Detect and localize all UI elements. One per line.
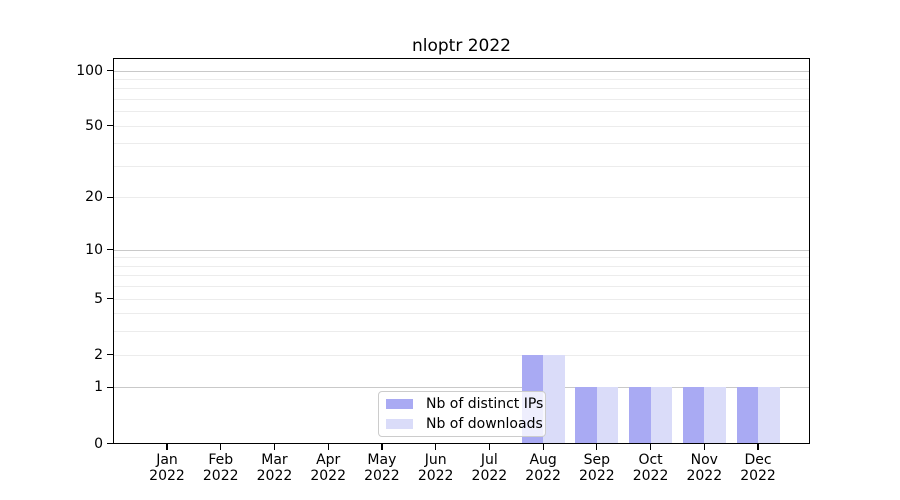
x-tick-mark [542, 443, 544, 450]
x-tick-mark [220, 443, 222, 450]
y-tick-label: 20 [85, 189, 103, 206]
y-tick-mark [107, 125, 113, 127]
y-tick-mark [107, 196, 113, 199]
y-gridline-major [113, 70, 810, 72]
x-tick-label: Jun 2022 [417, 451, 454, 484]
x-tick-mark [381, 443, 383, 450]
x-tick-mark [435, 443, 437, 450]
legend-swatch-downloads [386, 419, 413, 429]
x-tick-label: May 2022 [364, 451, 400, 484]
y-gridline-minor [113, 78, 810, 80]
y-tick-label: 5 [94, 290, 103, 307]
bar-downloads-nov [704, 387, 726, 444]
x-tick-mark [703, 443, 705, 450]
bar-distinct-ips-oct [629, 387, 651, 444]
y-tick-label: 1 [94, 379, 103, 396]
x-tick-mark [166, 443, 168, 450]
x-tick-mark [596, 443, 598, 450]
chart-title: nloptr 2022 [411, 36, 511, 56]
y-tick-mark [107, 386, 113, 389]
y-tick-mark [107, 442, 113, 445]
y-gridline-minor [113, 166, 810, 167]
legend-swatch-distinct-ips [386, 399, 413, 409]
x-tick-label: Jul 2022 [471, 451, 508, 484]
y-tick-label: 2 [94, 346, 103, 363]
x-tick-label: Sep 2022 [579, 451, 615, 484]
y-tick-mark [107, 249, 113, 251]
y-gridline-minor [113, 197, 810, 199]
legend-item-downloads: Nb of downloads [386, 416, 543, 433]
x-tick-label: Apr 2022 [310, 451, 346, 484]
y-tick-label: 100 [76, 62, 103, 79]
y-gridline-minor [113, 313, 810, 315]
x-tick-mark [273, 443, 276, 450]
x-tick-label: Nov 2022 [686, 451, 723, 484]
y-gridline-minor [113, 125, 810, 127]
legend-label-distinct-ips: Nb of distinct IPs [426, 395, 544, 412]
x-tick-label: Aug 2022 [525, 451, 561, 484]
y-tick-label: 0 [94, 435, 103, 452]
bar-distinct-ips-sep [575, 387, 597, 444]
bar-downloads-aug [543, 354, 565, 444]
x-tick-mark [757, 443, 759, 450]
x-tick-label: Oct 2022 [632, 451, 669, 484]
x-tick-mark [327, 443, 329, 450]
bar-distinct-ips-dec [736, 387, 759, 444]
y-tick-mark [107, 354, 113, 356]
y-tick-mark [107, 298, 113, 300]
x-tick-label: Feb 2022 [202, 451, 239, 484]
y-gridline-minor [113, 354, 810, 356]
bar-downloads-oct [650, 387, 673, 444]
bar-downloads-dec [758, 387, 780, 444]
x-tick-mark [649, 443, 652, 450]
y-gridline-minor [113, 111, 810, 113]
x-tick-label: Jan 2022 [149, 451, 185, 484]
legend: Nb of distinct IPs Nb of downloads [378, 391, 546, 437]
y-gridline-minor [113, 286, 810, 288]
y-gridline-minor [113, 88, 810, 90]
plot-area [113, 58, 810, 444]
bar-downloads-sep [596, 387, 619, 444]
y-gridline-minor [113, 298, 810, 300]
y-tick-mark [107, 69, 113, 72]
plot-border [113, 58, 810, 444]
y-tick-label: 10 [85, 241, 103, 258]
y-gridline-minor [113, 265, 810, 267]
legend-label-downloads: Nb of downloads [426, 415, 543, 432]
y-gridline-major [113, 387, 810, 389]
y-tick-label: 50 [85, 117, 103, 134]
x-tick-mark [488, 443, 490, 450]
y-gridline-minor [113, 257, 810, 259]
y-gridline-major [113, 249, 810, 251]
y-gridline-minor [113, 99, 810, 101]
y-gridline-minor [113, 275, 810, 277]
legend-item-distinct-ips: Nb of distinct IPs [386, 396, 543, 413]
bar-distinct-ips-nov [682, 387, 705, 444]
y-gridline-minor [113, 143, 810, 145]
x-tick-label: Mar 2022 [256, 451, 293, 484]
x-tick-label: Dec 2022 [740, 451, 776, 484]
y-gridline-minor [113, 331, 810, 333]
